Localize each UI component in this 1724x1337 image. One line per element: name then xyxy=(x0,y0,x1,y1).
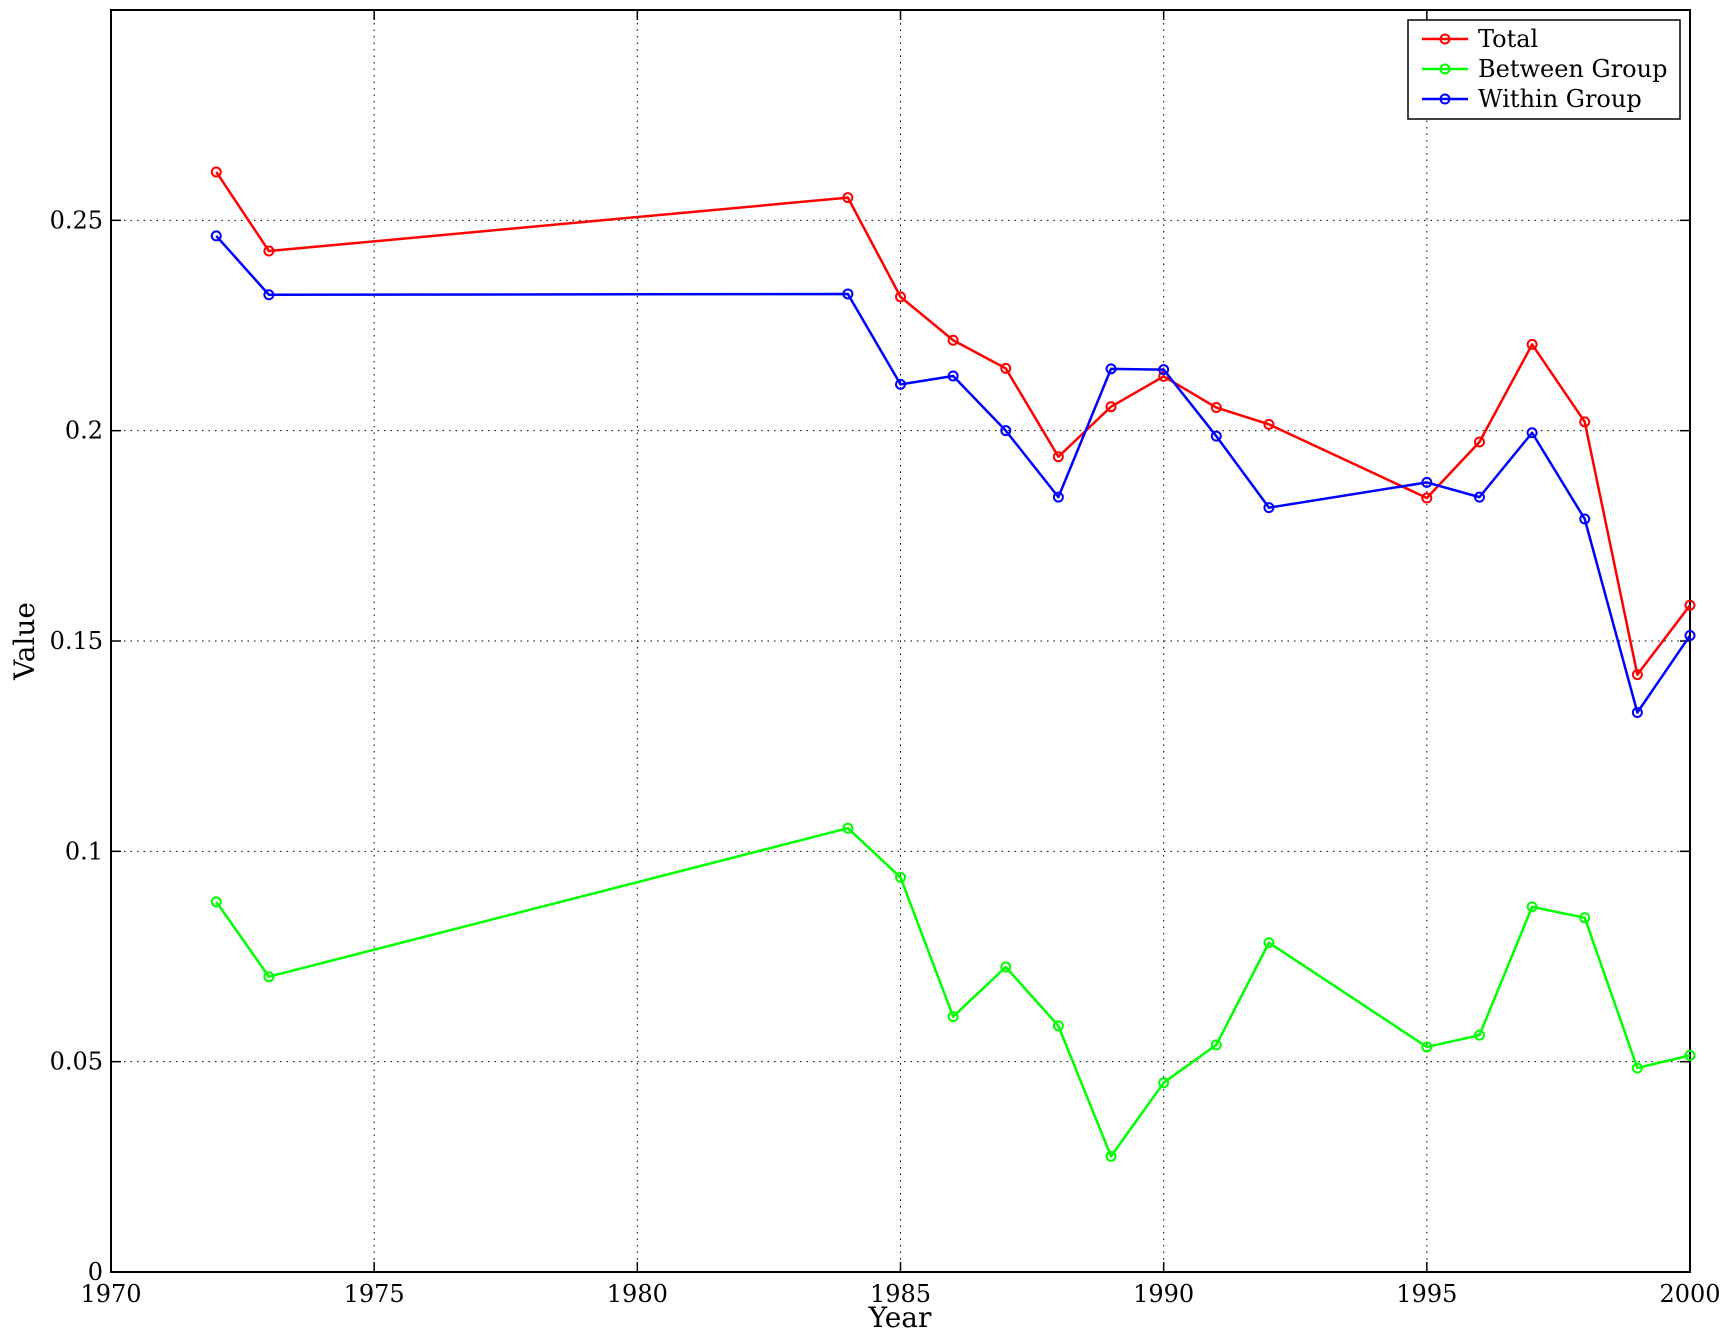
x-tick-label: 1975 xyxy=(344,1280,405,1308)
data-point xyxy=(1105,363,1117,375)
data-point xyxy=(947,370,959,382)
data-point xyxy=(842,288,854,300)
series-line-1 xyxy=(215,171,1691,676)
legend-label: Between Group xyxy=(1478,55,1667,83)
series-line-3 xyxy=(215,235,1692,714)
data-point xyxy=(263,245,275,257)
data-point xyxy=(1210,1039,1222,1051)
data-point xyxy=(210,896,222,908)
data-point xyxy=(1421,492,1433,504)
x-tick-label: 2000 xyxy=(1659,1280,1720,1308)
data-point xyxy=(1631,1062,1643,1074)
data-point xyxy=(1105,1150,1117,1162)
y-tick-label: 0.05 xyxy=(50,1048,103,1076)
legend-label: Within Group xyxy=(1478,85,1642,113)
data-point xyxy=(1263,418,1275,430)
data-point xyxy=(263,971,275,983)
legend-marker xyxy=(1439,63,1451,75)
data-point xyxy=(1526,901,1538,913)
data-point xyxy=(1631,707,1643,719)
data-point xyxy=(1684,630,1696,642)
data-point xyxy=(1052,1020,1064,1032)
data-point xyxy=(895,378,906,390)
data-point xyxy=(1579,513,1591,525)
data-point xyxy=(1579,416,1591,428)
legend-label: Total xyxy=(1478,25,1538,53)
data-point xyxy=(947,1011,959,1023)
data-point xyxy=(1263,502,1275,514)
axis-ticks: 1970 1975 1980 1985 1990 1995 2000 0 0.05 0.1 0.15… xyxy=(50,10,1721,1308)
y-axis-label: Value xyxy=(8,602,41,681)
data-point xyxy=(210,166,222,178)
data-point xyxy=(895,291,906,303)
x-tick-label: 1980 xyxy=(607,1280,668,1308)
data-point xyxy=(1473,436,1485,448)
data-point xyxy=(842,192,854,204)
data-point xyxy=(263,289,275,301)
data-point xyxy=(1000,425,1012,437)
y-tick-label: 0.15 xyxy=(50,627,103,655)
y-tick-label: 0.2 xyxy=(65,417,103,445)
grid-lines xyxy=(111,10,1690,1272)
data-point xyxy=(1210,402,1222,414)
data-point xyxy=(1684,1049,1696,1061)
data-point xyxy=(1158,364,1170,376)
data-point xyxy=(842,822,854,834)
data-point xyxy=(1052,451,1064,463)
data-point xyxy=(1526,427,1538,439)
y-tick-label: 0.25 xyxy=(50,206,103,234)
data-point xyxy=(947,334,959,346)
x-tick-label: 1995 xyxy=(1396,1280,1457,1308)
data-point xyxy=(1052,491,1064,503)
x-tick-label: 1990 xyxy=(1133,1280,1194,1308)
data-point xyxy=(1421,476,1433,488)
data-point xyxy=(1263,937,1275,949)
data-point xyxy=(1210,430,1222,442)
data-point xyxy=(1526,338,1538,350)
data-point xyxy=(1000,961,1012,973)
legend-marker xyxy=(1439,93,1451,105)
data-point xyxy=(1473,491,1485,503)
data-point xyxy=(1000,362,1012,374)
data-point xyxy=(1473,1029,1485,1041)
y-tick-label: 0.1 xyxy=(65,837,103,865)
data-point xyxy=(895,871,906,883)
y-tick-label: 0 xyxy=(88,1258,103,1286)
data-point xyxy=(1684,599,1696,611)
series-line-2 xyxy=(215,826,1691,1158)
data-point xyxy=(1631,669,1643,681)
series-group xyxy=(210,166,1696,1162)
legend-marker xyxy=(1439,33,1451,45)
x-tick-label: 1985 xyxy=(870,1280,931,1308)
x-axis-label: Year xyxy=(868,1301,932,1334)
data-point xyxy=(1105,401,1117,413)
data-point xyxy=(1158,1077,1170,1089)
data-point xyxy=(210,230,222,242)
data-point xyxy=(1421,1041,1433,1053)
data-point xyxy=(1579,912,1591,924)
x-tick-label: 1970 xyxy=(80,1280,141,1308)
